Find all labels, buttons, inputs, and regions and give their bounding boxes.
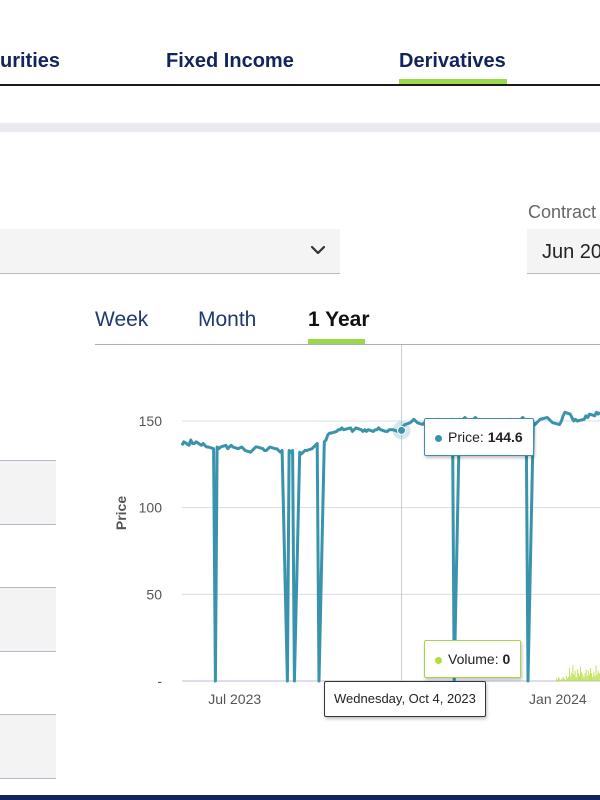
nav-active-indicator bbox=[399, 79, 507, 84]
nav-divider bbox=[0, 84, 600, 86]
volume-bar bbox=[568, 677, 569, 681]
volume-bar bbox=[579, 675, 580, 681]
list-item[interactable] bbox=[0, 587, 56, 652]
volume-bar bbox=[597, 670, 599, 681]
volume-bar bbox=[590, 668, 591, 681]
volume-bar bbox=[584, 673, 586, 681]
volume-bar bbox=[585, 669, 587, 681]
volume-bar bbox=[571, 673, 573, 681]
contract-label: Contract bbox=[528, 202, 597, 222]
volume-tooltip-label: Volume: bbox=[448, 651, 503, 667]
volume-bar bbox=[560, 679, 562, 681]
price-tooltip: Price: 144.6 bbox=[424, 418, 534, 456]
volume-bar bbox=[569, 668, 570, 681]
product-select[interactable] bbox=[0, 229, 340, 274]
chevron-down-icon[interactable] bbox=[308, 240, 328, 260]
y-tick-label: 150 bbox=[139, 413, 163, 429]
hover-point-marker bbox=[392, 421, 411, 440]
volume-bars bbox=[556, 665, 600, 681]
volume-dot-icon bbox=[435, 656, 442, 664]
volume-bar bbox=[576, 669, 578, 681]
date-tooltip: Wednesday, Oct 4, 2023 bbox=[324, 681, 486, 717]
volume-bar bbox=[596, 674, 598, 681]
chart-gridlines bbox=[182, 420, 600, 682]
hover-point bbox=[397, 425, 407, 435]
volume-bar bbox=[562, 677, 564, 681]
volume-bar bbox=[564, 679, 566, 681]
price-tooltip-label: Price: bbox=[448, 429, 488, 445]
volume-bar bbox=[582, 674, 584, 681]
volume-bar bbox=[570, 675, 572, 681]
range-tab-week[interactable]: Week bbox=[95, 308, 149, 331]
nav-tab-derivatives[interactable]: Derivatives bbox=[399, 50, 506, 72]
volume-bar bbox=[589, 674, 590, 681]
volume-bar bbox=[593, 671, 595, 681]
volume-bar bbox=[594, 675, 596, 681]
list-item[interactable] bbox=[0, 714, 56, 779]
volume-bar bbox=[567, 678, 568, 681]
volume-bar bbox=[575, 677, 577, 681]
volume-tooltip: Volume: 0 bbox=[424, 640, 522, 678]
volume-bar bbox=[595, 665, 597, 681]
contract-value[interactable]: Jun 20 bbox=[542, 241, 600, 263]
volume-tooltip-value: 0 bbox=[502, 651, 511, 667]
nav-tab-fixed-income[interactable]: Fixed Income bbox=[166, 50, 294, 72]
volume-bar bbox=[586, 675, 588, 681]
volume-bar bbox=[573, 674, 575, 681]
volume-bar bbox=[581, 671, 583, 681]
volume-bar bbox=[565, 675, 567, 681]
x-tick-label: Jan 2024 bbox=[529, 691, 587, 707]
volume-bar bbox=[559, 678, 561, 681]
volume-bar bbox=[556, 678, 557, 681]
range-tab-1-year[interactable]: 1 Year bbox=[308, 308, 370, 331]
volume-bar bbox=[563, 678, 565, 681]
volume-bar bbox=[587, 670, 589, 681]
footer-bar bbox=[0, 795, 600, 800]
volume-bar bbox=[578, 673, 579, 681]
nav-tab-securities[interactable]: urities bbox=[0, 50, 61, 72]
y-tick-label: 100 bbox=[139, 500, 163, 516]
volume-bar bbox=[592, 677, 594, 681]
x-tick-label: Jul 2023 bbox=[208, 691, 261, 707]
main-nav: urities Fixed Income Derivatives bbox=[0, 0, 600, 86]
section-band bbox=[0, 123, 600, 132]
price-series-line bbox=[180, 410, 600, 683]
volume-bar bbox=[591, 673, 592, 681]
volume-bar bbox=[583, 677, 585, 681]
y-tick-label: 50 bbox=[146, 586, 162, 602]
volume-bar bbox=[561, 678, 563, 681]
volume-bar bbox=[574, 670, 576, 681]
volume-bar bbox=[557, 679, 558, 681]
volume-bar bbox=[580, 666, 581, 681]
volume-bar bbox=[572, 665, 574, 681]
y-tick-label: - bbox=[157, 673, 162, 689]
range-active-indicator bbox=[308, 339, 365, 344]
price-tooltip-value: 144.6 bbox=[487, 429, 523, 445]
range-tab-month[interactable]: Month bbox=[198, 308, 257, 331]
list-item[interactable] bbox=[0, 460, 56, 525]
volume-bar bbox=[598, 673, 600, 681]
y-axis-label: Price bbox=[113, 496, 129, 530]
price-dot-icon bbox=[435, 434, 442, 442]
contract-select[interactable] bbox=[527, 229, 600, 274]
range-divider bbox=[95, 344, 600, 345]
volume-bar bbox=[558, 677, 559, 681]
y-axis-ticks: 150 100 50 - bbox=[139, 413, 163, 689]
